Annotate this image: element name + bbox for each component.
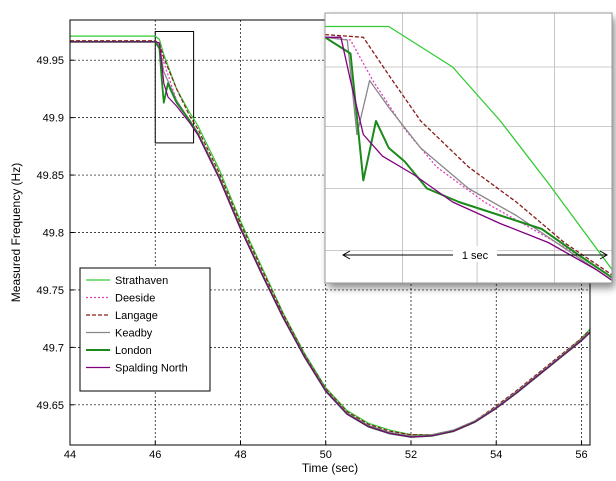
- y-tick-label: 49.95: [36, 55, 64, 67]
- y-tick-label: 49.8: [43, 228, 64, 240]
- inset-series-line-london: [325, 36, 612, 279]
- series-line-spalding-north: [70, 41, 591, 438]
- y-tick-label: 49.7: [43, 342, 64, 354]
- legend-label-keadby: Keadby: [115, 328, 153, 340]
- x-tick-label: 52: [405, 449, 417, 461]
- legend-label-london: London: [115, 345, 152, 357]
- zoom-box-layer: [154, 30, 195, 144]
- legend-label-spalding-north: Spalding North: [115, 363, 188, 375]
- x-tick-label: 46: [149, 449, 161, 461]
- y-tick-label: 49.65: [36, 400, 64, 412]
- inset-border: [324, 12, 613, 284]
- inset-series-line-langage: [325, 33, 612, 276]
- legend-label-strathaven: Strathaven: [115, 275, 168, 287]
- x-tick-label: 50: [320, 449, 332, 461]
- x-tick-label: 54: [490, 449, 502, 461]
- inset-series-line-strathaven: [325, 25, 612, 270]
- x-tick-label: 56: [575, 449, 587, 461]
- y-tick-label: 49.85: [36, 170, 64, 182]
- y-tick-label: 49.9: [43, 113, 64, 125]
- range-arrow-left-head: [341, 250, 351, 260]
- range-arrow-right-head: [599, 250, 609, 260]
- range-label-background: [453, 246, 497, 262]
- x-tick-label: 48: [234, 449, 246, 461]
- y-axis-title: Measured Frequency (Hz): [9, 163, 23, 302]
- inset-zoom-panel: 1 sec: [324, 12, 613, 284]
- legend-label-langage: Langage: [115, 310, 158, 322]
- inset-background: [325, 13, 612, 283]
- legend-label-deeside: Deeside: [115, 293, 155, 305]
- tick-layer: 44 46 48 50 52 54 56 49.65 49.7 49.75 49.8 49.85 49.…: [36, 55, 587, 461]
- inset-series-layer: [325, 25, 612, 281]
- y-tick-label: 49.75: [36, 285, 64, 297]
- series-layer: [70, 35, 591, 438]
- legend-box: [79, 267, 211, 392]
- x-axis-title: Time (sec): [302, 461, 358, 475]
- inset-series-line-spalding-north: [325, 36, 612, 281]
- legend: Strathaven Deeside Langage Keadby London Spal…: [79, 267, 211, 392]
- x-tick-label: 44: [64, 449, 76, 461]
- series-line-langage: [70, 40, 591, 436]
- inset-series-line-deeside: [325, 36, 612, 279]
- range-label: 1 sec: [462, 250, 489, 262]
- zoom-source-box: [154, 30, 195, 144]
